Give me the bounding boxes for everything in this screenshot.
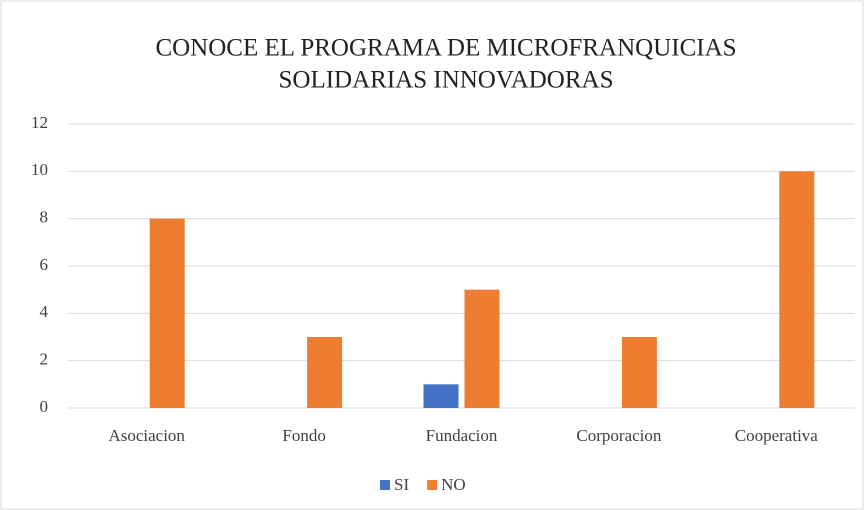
bar	[149, 218, 185, 408]
y-tick-label: 8	[40, 208, 49, 227]
chart-title: SOLIDARIAS INNOVADORAS	[279, 67, 614, 94]
legend-label: NO	[441, 475, 466, 494]
y-tick-label: 12	[31, 113, 48, 132]
bar	[423, 384, 459, 408]
legend-swatch	[380, 480, 390, 490]
x-tick-label: Corporacion	[576, 426, 661, 445]
chart-title: CONOCE EL PROGRAMA DE MICROFRANQUICIAS	[155, 35, 736, 62]
y-tick-label: 10	[31, 160, 48, 179]
x-tick-label: Cooperativa	[735, 426, 819, 445]
x-tick-label: Asociacion	[108, 426, 185, 445]
bar	[779, 171, 815, 408]
x-tick-label: Fundacion	[426, 426, 498, 445]
legend-swatch	[427, 480, 438, 490]
legend-label: SI	[394, 475, 409, 494]
y-tick-label: 0	[40, 397, 49, 416]
y-tick-label: 6	[40, 255, 49, 274]
y-tick-label: 4	[40, 302, 49, 321]
bar	[307, 337, 343, 408]
x-tick-label: Fondo	[282, 426, 325, 445]
bar	[464, 289, 500, 408]
y-tick-label: 2	[40, 350, 49, 369]
bar	[621, 337, 657, 408]
